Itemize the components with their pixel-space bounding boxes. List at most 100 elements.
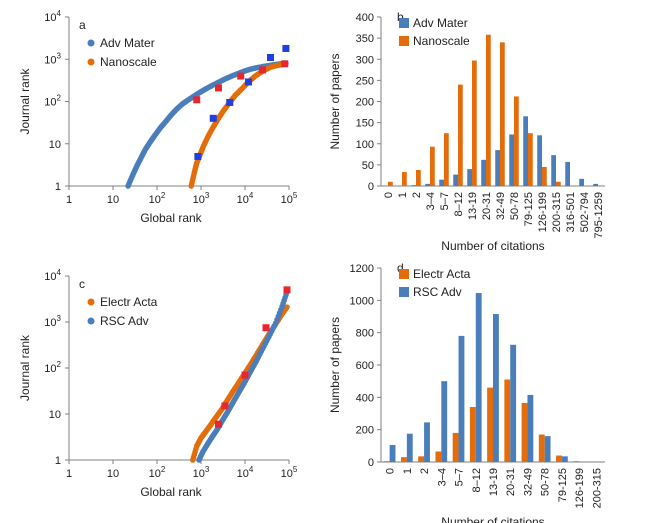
- bar: [509, 134, 514, 186]
- highlight-marker: [194, 152, 202, 160]
- x-tick-label: 0: [383, 192, 395, 198]
- highlight-marker: [193, 96, 201, 104]
- x-axis-label: Global rank: [140, 211, 202, 225]
- bar: [411, 185, 416, 186]
- x-tick-label: 104: [237, 465, 254, 480]
- x-tick-label: 502-794: [579, 192, 591, 232]
- legend-marker: [87, 58, 95, 66]
- panel-label: b: [397, 10, 404, 24]
- x-tick-label: 3–4: [425, 192, 437, 210]
- bar: [453, 174, 458, 186]
- legend-label: RSC Adv: [413, 285, 462, 299]
- bar: [383, 461, 390, 462]
- bar: [425, 183, 430, 186]
- bar: [444, 133, 449, 186]
- x-tick-label: 50-78: [509, 192, 521, 220]
- x-tick-label: 2: [419, 468, 431, 474]
- bar: [439, 179, 444, 186]
- legend-swatch: [399, 287, 409, 297]
- bar: [493, 314, 499, 462]
- highlight-marker: [262, 324, 270, 332]
- x-tick-label: 3–4: [436, 468, 448, 486]
- bar: [579, 178, 584, 186]
- y-tick-label: 0: [368, 181, 374, 193]
- y-tick-label: 150: [356, 118, 374, 130]
- y-tick-label: 100: [356, 139, 374, 151]
- y-tick-label: 300: [356, 54, 374, 66]
- highlight-marker: [244, 78, 252, 86]
- legend-label: Adv Mater: [100, 36, 155, 50]
- highlight-marker: [283, 286, 291, 294]
- x-axis-label: Number of citations: [441, 239, 544, 253]
- highlight-marker: [237, 72, 245, 80]
- bar: [424, 422, 430, 462]
- panel-label: d: [397, 261, 404, 275]
- bar: [430, 146, 435, 186]
- bar: [452, 432, 459, 462]
- y-tick-label: 200: [356, 425, 374, 437]
- bar: [573, 461, 580, 462]
- bar: [458, 335, 465, 462]
- x-tick-label: 13-19: [488, 468, 500, 496]
- y-tick-label: 104: [44, 9, 61, 24]
- bar: [416, 169, 421, 186]
- bar: [544, 436, 551, 462]
- y-tick-label: 1000: [350, 295, 374, 307]
- y-tick-label: 250: [356, 75, 374, 87]
- legend-marker: [87, 39, 95, 47]
- bar: [537, 135, 542, 186]
- bar: [418, 456, 425, 462]
- y-tick-label: 600: [356, 360, 374, 372]
- bar: [504, 379, 511, 462]
- x-tick-label: 32-49: [495, 192, 507, 220]
- x-tick-label: 102: [149, 191, 166, 206]
- y-tick-label: 50: [362, 160, 374, 172]
- y-tick-label: 1200: [350, 263, 374, 275]
- x-tick-label: 102: [149, 465, 166, 480]
- x-tick-label: 795-1259: [593, 192, 605, 239]
- highlight-marker: [221, 402, 229, 410]
- legend-marker: [87, 317, 95, 325]
- x-tick-label: 200-315: [591, 468, 603, 508]
- y-tick-label: 400: [356, 392, 374, 404]
- x-tick-label: 2: [411, 192, 423, 198]
- legend-label: Nanoscale: [413, 34, 470, 48]
- bar: [527, 394, 534, 462]
- highlight-marker: [215, 84, 223, 92]
- bar: [487, 387, 493, 462]
- bar: [441, 381, 448, 462]
- panel-c: 1 10 102 103 104 105 1 10 102 103 104 Global rank Jo…: [18, 268, 298, 499]
- bar: [406, 433, 413, 462]
- bar: [521, 402, 528, 462]
- x-tick-label: 8–12: [453, 192, 465, 216]
- x-tick-label: 1: [402, 468, 414, 474]
- y-tick-label: 103: [44, 51, 61, 66]
- y-axis-label: Journal rank: [18, 67, 32, 134]
- bar: [495, 150, 500, 186]
- bar: [551, 155, 556, 186]
- highlight-marker: [226, 98, 234, 106]
- bar: [435, 451, 442, 462]
- x-tick-label: 126-199: [537, 192, 549, 232]
- bar: [556, 181, 561, 186]
- y-tick-label: 10: [49, 409, 61, 421]
- bar: [542, 166, 547, 186]
- x-tick-label: 5–7: [454, 468, 466, 486]
- bar: [389, 445, 396, 462]
- x-tick-label: 104: [237, 191, 254, 206]
- bar: [472, 60, 477, 186]
- bar: [593, 183, 598, 186]
- legend-swatch: [399, 36, 409, 46]
- y-tick-label: 102: [44, 94, 61, 109]
- legend-label: RSC Adv: [100, 314, 149, 328]
- y-tick-label: 400: [356, 12, 374, 24]
- bar: [514, 96, 519, 186]
- x-tick-label: 13-19: [467, 192, 479, 220]
- legend-label: Electr Acta: [413, 267, 471, 281]
- bar: [538, 434, 545, 462]
- y-tick-label: 1: [55, 455, 61, 467]
- bar: [467, 169, 472, 186]
